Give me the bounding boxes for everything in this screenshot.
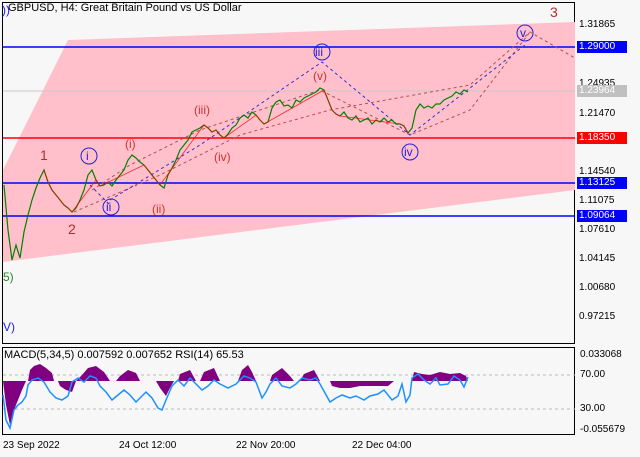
price-tick: 1.14540 <box>579 166 616 177</box>
wave-label-iii-paren: (iii) <box>194 103 210 117</box>
wave-label-ii-paren: (ii) <box>152 202 166 216</box>
wave-label-5: 5) <box>3 270 14 284</box>
wave-label-i-circled: i <box>86 149 89 163</box>
indicator-label: MACD(5,34,5) 0.007592 0.007652 RSI(14) 6… <box>4 349 244 361</box>
wave-label-1: 1 <box>40 147 48 163</box>
price-channel <box>3 22 575 262</box>
wave-label-iv-paren: (iv) <box>214 150 231 164</box>
wave-label-ii-circled: ii <box>106 200 112 214</box>
time-label: 23 Sep 2022 <box>3 440 60 451</box>
price-tick: 1.21470 <box>579 108 616 119</box>
wave-label-v-circled: v <box>520 26 526 40</box>
price-tick: 0.97215 <box>579 311 616 322</box>
wave-label-topleft: )) <box>2 3 10 17</box>
price-tick: 1.00680 <box>579 282 616 293</box>
price-path <box>3 87 469 261</box>
price-tick: 1.24935 <box>579 78 616 89</box>
indicator-axis-70: 70.00 <box>580 369 606 380</box>
macd-histogram <box>3 364 468 425</box>
time-label: 22 Nov 20:00 <box>236 440 296 451</box>
wave-label-iv-circled: iv <box>404 145 413 159</box>
wave-label-iii-circled: iii <box>315 45 323 59</box>
wave-lines <box>73 31 576 213</box>
price-tick: 1.07610 <box>579 224 616 235</box>
circled-wave-markers <box>80 24 534 216</box>
price-tag-current: 1.23964 <box>577 85 627 97</box>
price-tag-113125: 1.13125 <box>577 177 627 189</box>
wave-label-2: 2 <box>68 221 76 237</box>
price-tag-118350: 1.18350 <box>577 132 627 144</box>
chart-title: GBPUSD, H4: Great Britain Pound vs US Do… <box>8 2 242 14</box>
price-path-bear <box>43 89 409 213</box>
wave-label-i-paren: (i) <box>125 137 136 151</box>
price-tick: 1.31865 <box>579 19 616 30</box>
price-tag-129000: 1.29000 <box>577 41 627 53</box>
wave-label-v-paren: (v) <box>313 69 327 83</box>
wave-label-3: 3 <box>550 4 558 20</box>
price-tick: 1.11075 <box>579 195 615 206</box>
time-label: 24 Oct 12:00 <box>119 440 177 451</box>
price-tag-109064: 1.09064 <box>577 210 627 222</box>
indicator-axis-min: -0.055679 <box>580 424 626 435</box>
rsi-line <box>2 373 469 431</box>
price-tick: 1.04145 <box>579 253 616 264</box>
time-label: 22 Dec 04:00 <box>352 440 412 451</box>
wave-label-V: V) <box>3 320 15 334</box>
indicator-axis-30: 30.00 <box>580 403 606 414</box>
indicator-axis-max: 0.033068 <box>580 349 622 360</box>
